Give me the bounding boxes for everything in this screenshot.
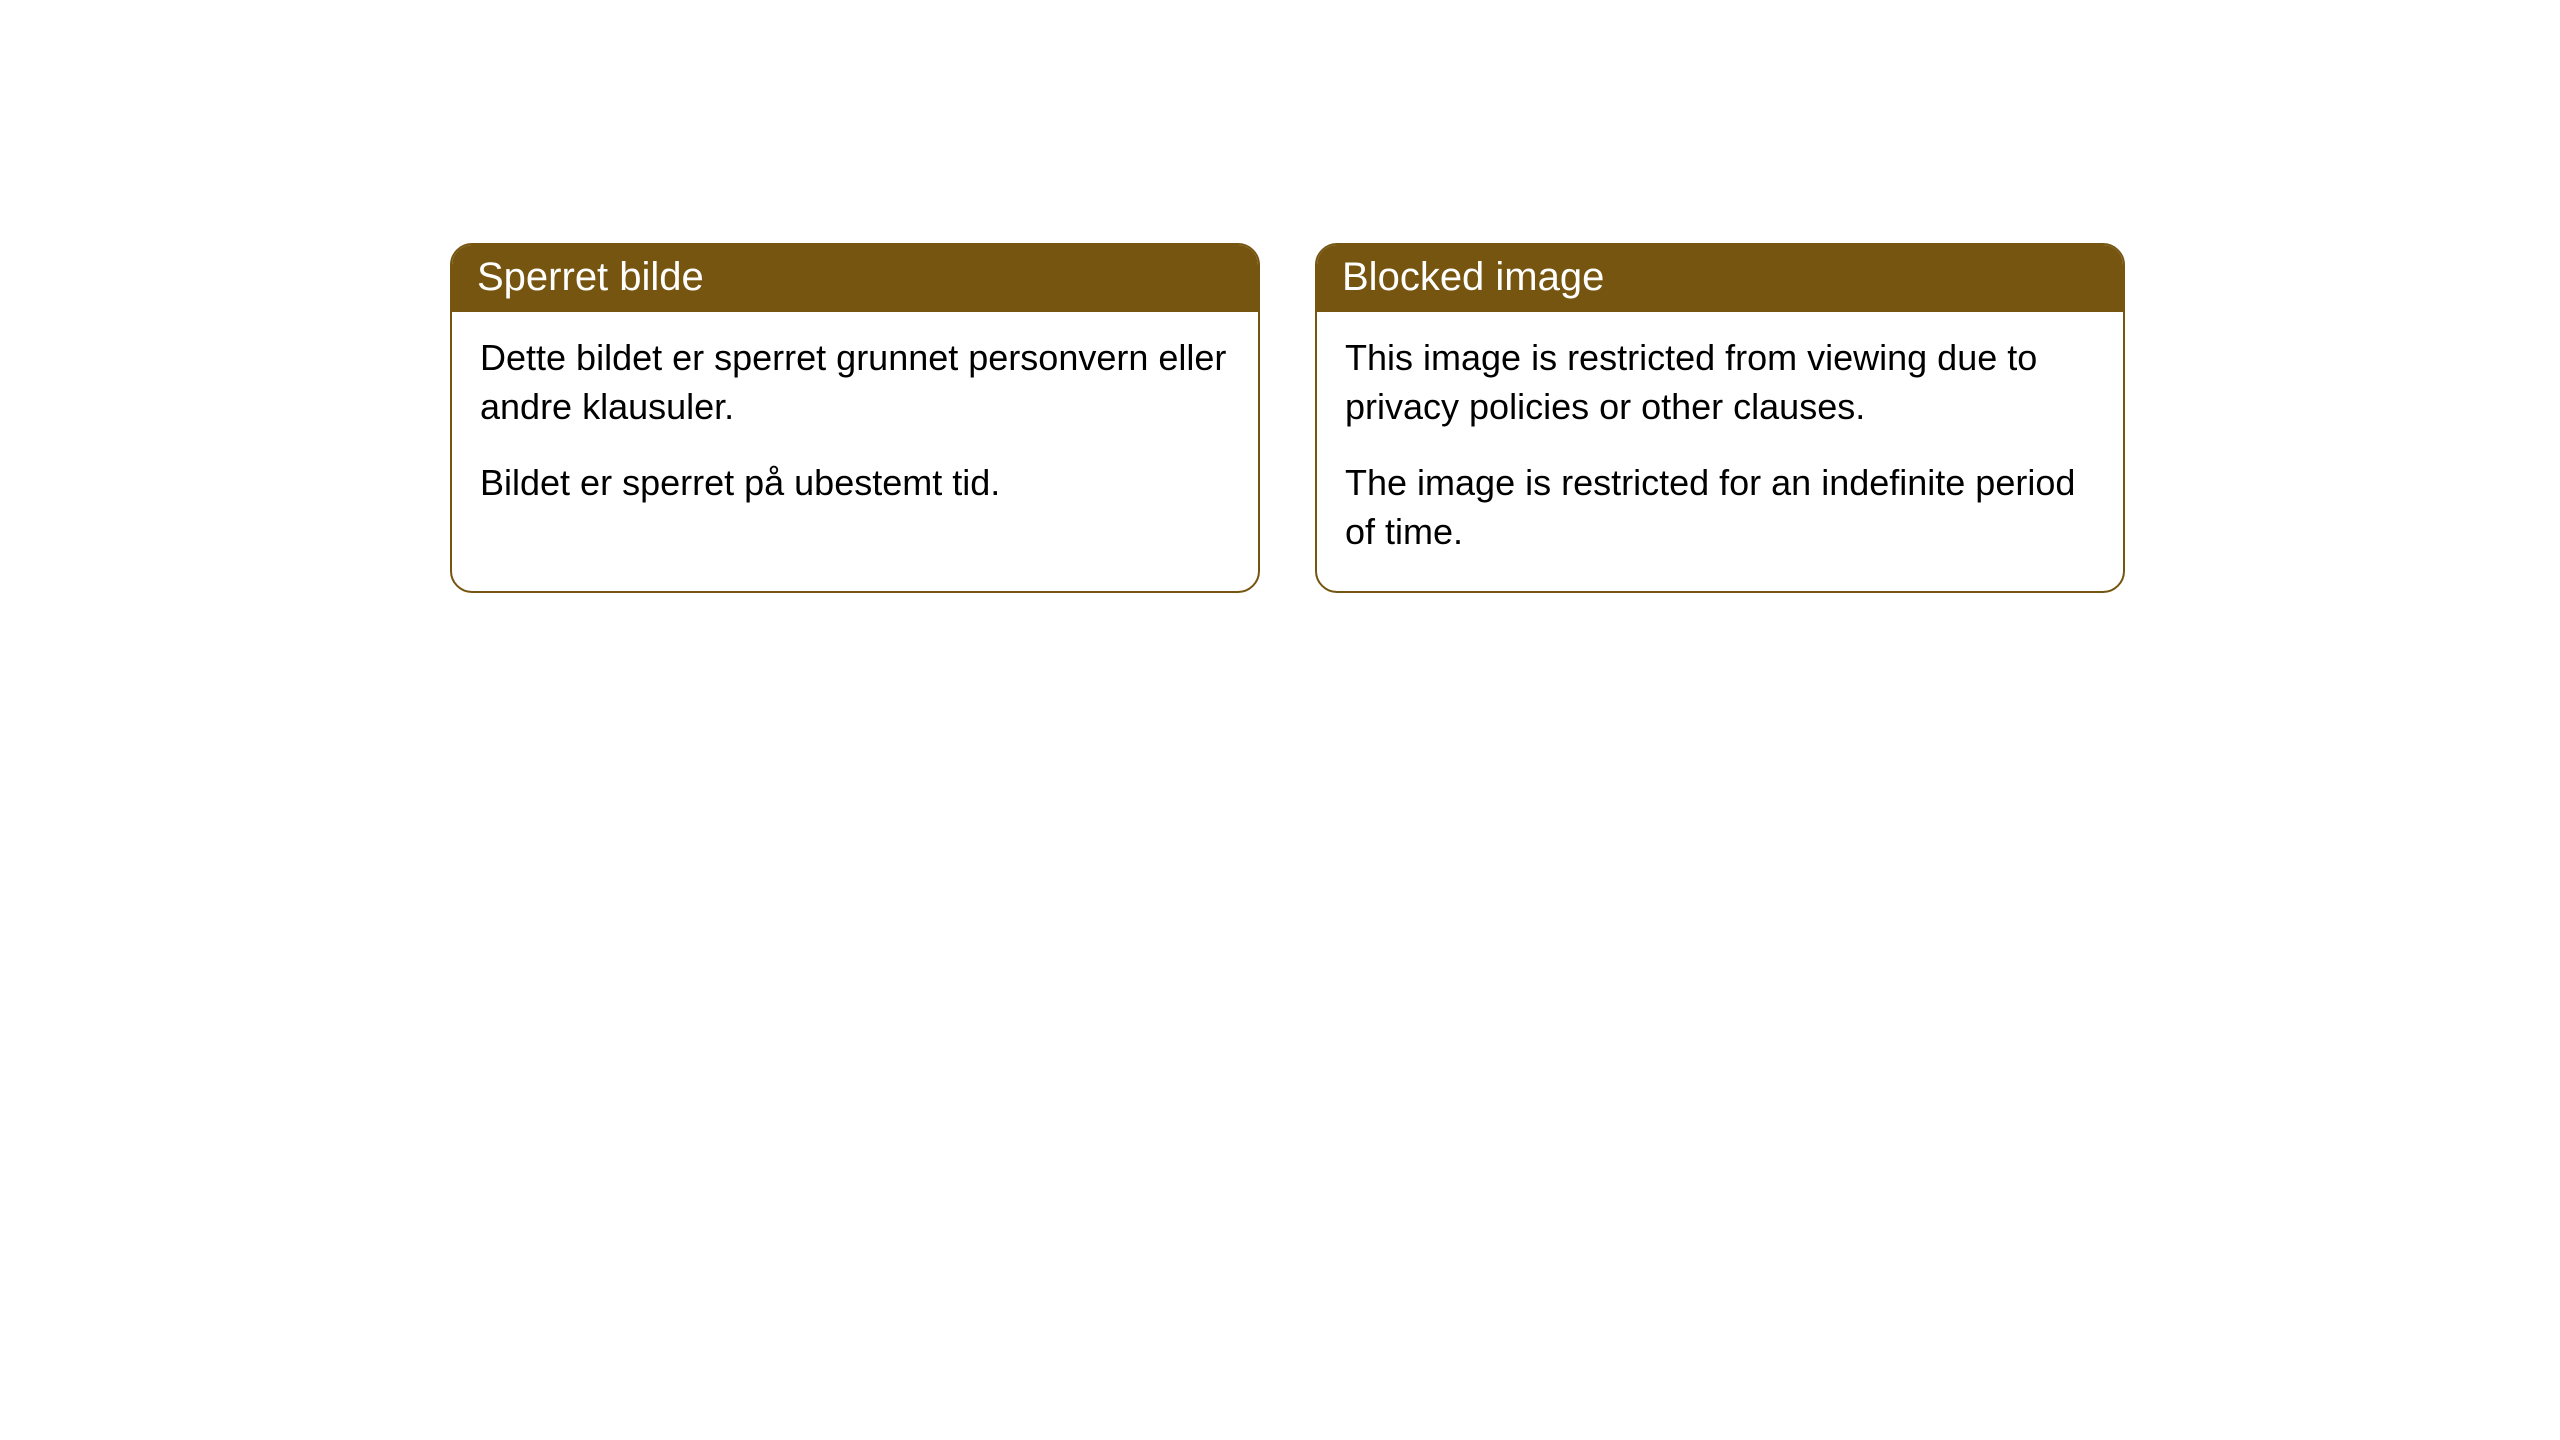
card-header-norwegian: Sperret bilde (452, 245, 1258, 312)
card-text-english-2: The image is restricted for an indefinit… (1345, 459, 2095, 556)
blocked-image-card-norwegian: Sperret bilde Dette bildet er sperret gr… (450, 243, 1260, 593)
notice-cards-container: Sperret bilde Dette bildet er sperret gr… (450, 243, 2125, 593)
card-text-norwegian-1: Dette bildet er sperret grunnet personve… (480, 334, 1230, 431)
card-text-english-1: This image is restricted from viewing du… (1345, 334, 2095, 431)
card-body-english: This image is restricted from viewing du… (1317, 312, 2123, 591)
card-text-norwegian-2: Bildet er sperret på ubestemt tid. (480, 459, 1230, 508)
blocked-image-card-english: Blocked image This image is restricted f… (1315, 243, 2125, 593)
card-header-english: Blocked image (1317, 245, 2123, 312)
card-body-norwegian: Dette bildet er sperret grunnet personve… (452, 312, 1258, 543)
